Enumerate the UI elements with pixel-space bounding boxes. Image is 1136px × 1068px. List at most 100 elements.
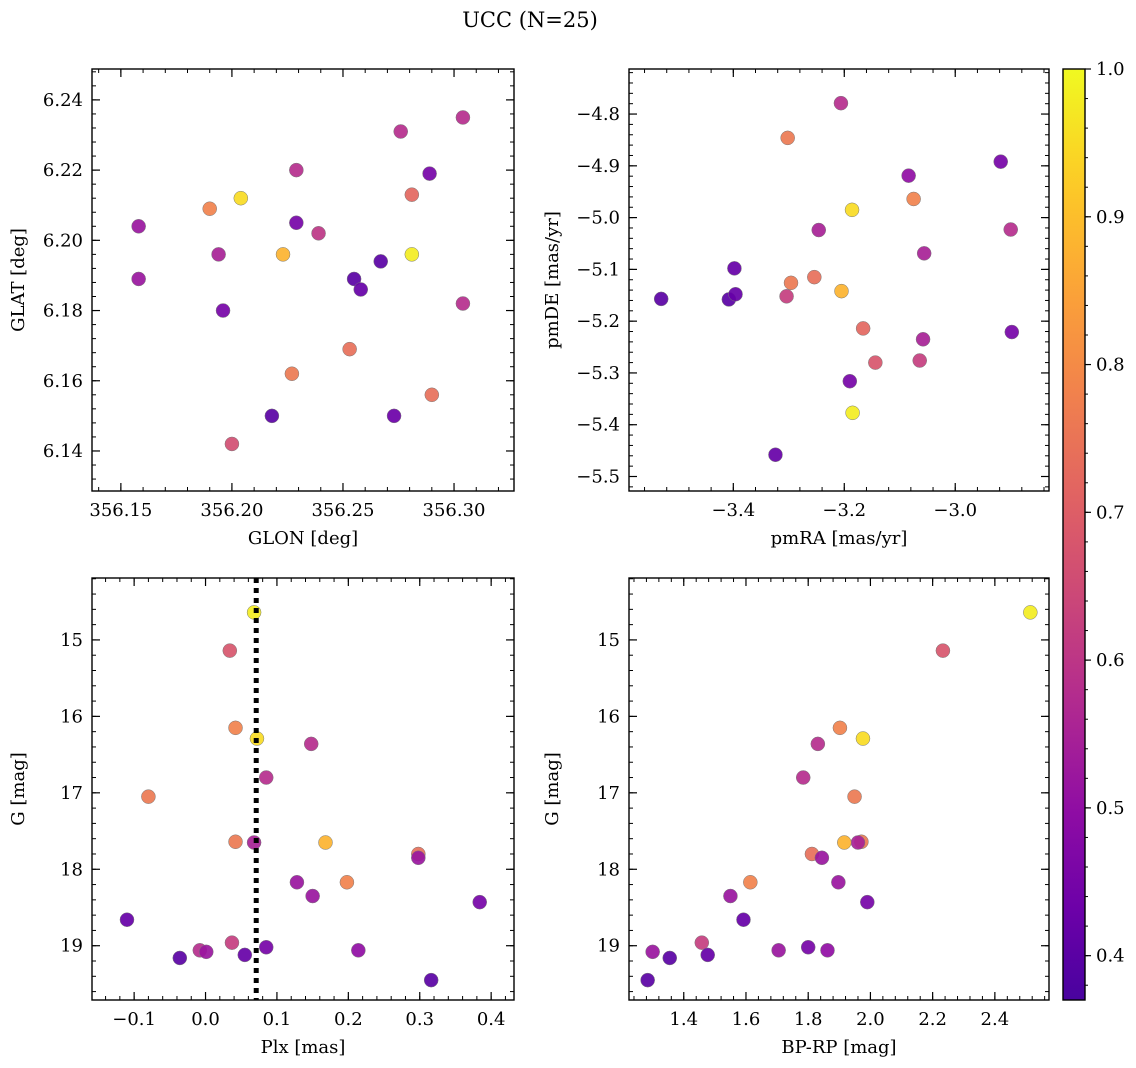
data-point [224, 935, 240, 950]
data-point [422, 166, 437, 181]
data-point [727, 261, 742, 276]
x-tick-label: −0.1 [112, 1009, 156, 1030]
x-tick-label: 356.15 [89, 500, 152, 521]
data-point [844, 202, 860, 218]
y-tick-label: 18 [597, 859, 620, 880]
axes-frame [91, 577, 515, 1001]
data-point [1004, 324, 1020, 340]
colorbar-tick-label: 0.6 [1096, 650, 1125, 671]
data-point [783, 275, 799, 291]
y-axis-label: G [mag] [8, 752, 29, 825]
data-point [258, 940, 274, 955]
data-point [831, 875, 846, 890]
y-tick-label: 16 [60, 706, 83, 727]
y-axis-label: pmDE [mas/yr] [542, 211, 563, 349]
data-point [860, 894, 875, 910]
x-tick-label: 356.20 [200, 500, 263, 521]
data-point [289, 162, 304, 178]
data-point [694, 935, 710, 950]
data-point [993, 154, 1008, 169]
y-axis-label: G [mag] [542, 752, 563, 825]
data-point [424, 387, 440, 403]
x-axis-label: pmRA [mas/yr] [771, 528, 908, 549]
y-tick-label: −5.3 [576, 363, 620, 384]
y-tick-label: −5.4 [576, 415, 620, 436]
data-point [305, 888, 320, 904]
y-axis-label: GLAT [deg] [8, 228, 29, 332]
data-point [916, 246, 932, 261]
data-point [850, 835, 866, 850]
data-point [224, 436, 240, 452]
x-axis-label: BP-RP [mag] [781, 1037, 896, 1058]
data-point [472, 894, 487, 910]
data-point [1023, 605, 1038, 620]
subplot-glon-glat: 356.15 356.20 356.25 356.30 6.14 6.16 6.18 6.20… [8, 68, 515, 549]
data-point [728, 286, 743, 302]
data-point [119, 912, 135, 927]
scatter-points [119, 605, 487, 988]
data-point [172, 950, 188, 966]
data-point [131, 271, 146, 287]
data-point [912, 353, 927, 368]
data-point [845, 405, 860, 421]
data-point [211, 247, 226, 262]
figure-title: UCC (N=25) [462, 8, 598, 32]
colorbar-tick-label: 1.0 [1096, 59, 1125, 80]
data-point [258, 770, 274, 785]
data-point [303, 736, 319, 752]
data-point [455, 296, 471, 311]
data-point [800, 940, 816, 955]
colorbar: 0.4 0.5 0.6 0.7 0.8 0.9 1.0 [1062, 59, 1125, 1001]
data-point [318, 835, 333, 850]
colorbar-tick-label: 0.7 [1096, 502, 1125, 523]
x-tick-label: −3.2 [822, 500, 866, 521]
data-point [842, 373, 858, 389]
data-point [820, 943, 835, 958]
y-tick-label: 19 [60, 936, 83, 957]
data-point [228, 834, 243, 849]
y-tick-label: 6.18 [43, 301, 83, 322]
y-tick-label: 17 [597, 783, 620, 804]
x-tick-label: 0.3 [405, 1009, 434, 1030]
data-point [228, 720, 243, 736]
y-tick-label: −4.9 [576, 156, 620, 177]
colorbar-tick-label: 0.8 [1096, 355, 1125, 376]
data-point [353, 282, 368, 297]
data-point [780, 130, 795, 146]
colorbar-tick-label: 0.5 [1096, 798, 1125, 819]
data-point [915, 332, 931, 347]
data-point [906, 191, 921, 207]
y-tick-label: 15 [597, 630, 620, 651]
data-point [131, 219, 146, 234]
y-tick-label: −5.0 [576, 208, 620, 229]
data-point [237, 947, 253, 963]
data-point [339, 875, 355, 890]
data-point [901, 168, 916, 183]
subplot-plx-g: −0.1 0.0 0.1 0.2 0.3 0.4 15 16 17 18 19 Plx [mas] G … [8, 577, 515, 1058]
colorbar-gradient [1062, 68, 1086, 1001]
y-tick-label: 16 [597, 706, 620, 727]
x-axis-label: GLON [deg] [248, 528, 358, 549]
data-point [833, 95, 849, 111]
x-tick-label: −3.0 [933, 500, 977, 521]
x-tick-label: 356.25 [311, 500, 374, 521]
data-point [771, 943, 786, 958]
y-tick-label: 6.14 [43, 441, 83, 462]
data-point [834, 283, 849, 299]
data-point [198, 944, 214, 960]
x-tick-label: 1.6 [732, 1009, 761, 1030]
y-tick-label: −4.8 [576, 104, 620, 125]
x-tick-label: 0.1 [263, 1009, 292, 1030]
data-point [202, 201, 217, 216]
x-tick-label: −3.4 [711, 500, 755, 521]
axes-frame [628, 577, 1050, 1001]
data-point [847, 789, 862, 804]
data-point [233, 190, 249, 206]
y-tick-label: −5.2 [576, 311, 620, 332]
data-point [807, 269, 822, 285]
data-point [779, 289, 794, 304]
x-axis-label: Plx [mas] [261, 1037, 346, 1058]
data-point [215, 303, 231, 318]
x-tick-label: 0.2 [334, 1009, 363, 1030]
data-point [855, 321, 871, 336]
